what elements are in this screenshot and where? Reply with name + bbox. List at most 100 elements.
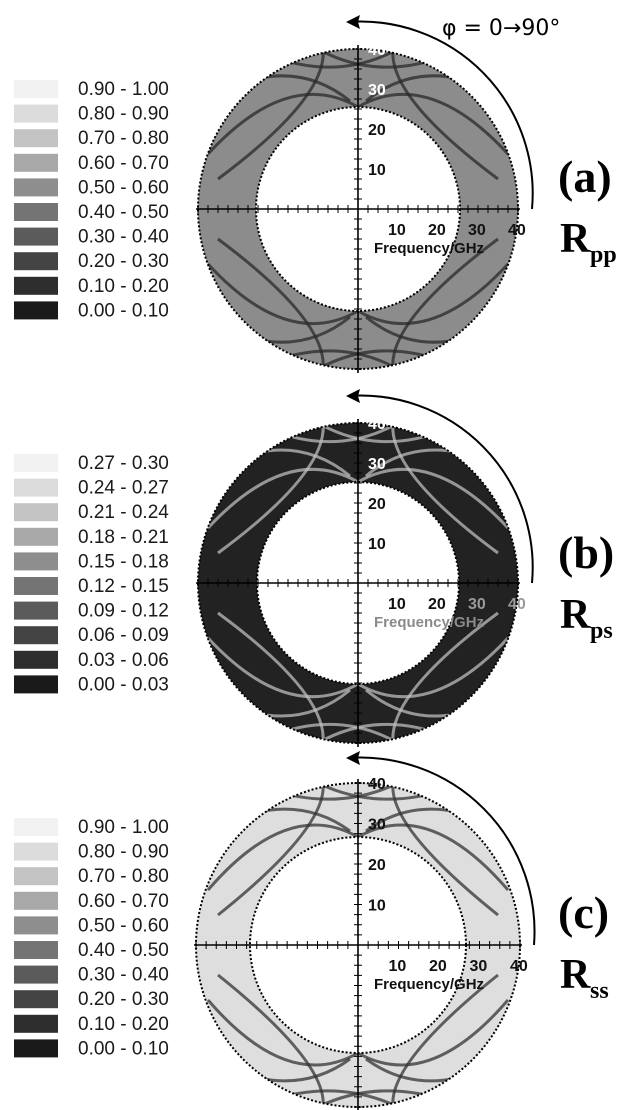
legend-label: 0.03 - 0.06 [78, 650, 169, 671]
legend-label: 0.70 - 0.80 [78, 866, 169, 887]
legend-label: 0.90 - 1.00 [78, 79, 169, 100]
y-tick-label: 30 [368, 817, 386, 834]
y-tick-label: 20 [368, 857, 386, 874]
legend-swatch [14, 227, 58, 246]
panel-r-symbol: R [560, 952, 591, 998]
mode-curve [217, 611, 325, 744]
angle-sweep-label: φ = 0→90° [442, 16, 560, 41]
angle-arrow-head [346, 751, 360, 765]
legend-label: 0.06 - 0.09 [78, 625, 169, 646]
legend-swatch [14, 527, 58, 546]
legend-label: 0.50 - 0.60 [78, 915, 169, 936]
y-tick-label: 20 [368, 122, 386, 139]
legend-swatch [14, 650, 58, 669]
mode-curve [217, 422, 325, 555]
mode-curve [391, 973, 499, 1107]
legend-swatch [14, 301, 58, 320]
angle-arrow [347, 394, 534, 584]
legend-swatch [14, 626, 58, 645]
legend-swatch [14, 601, 58, 620]
mode-curve [357, 467, 510, 530]
x-axis-title: Frequency/GHz [374, 976, 484, 993]
mode-curve [206, 93, 359, 156]
legend-label: 0.40 - 0.50 [78, 940, 169, 961]
mode-curve [357, 823, 510, 891]
legend-label: 0.60 - 0.70 [78, 891, 169, 912]
legend-swatch [14, 990, 58, 1009]
legend-label: 0.00 - 0.10 [78, 1038, 169, 1059]
y-tick-label: 20 [368, 496, 386, 513]
legend-swatch [14, 675, 58, 694]
panel-c: 0.90 - 1.00 0.80 - 0.90 0.70 - 0.80 0.60 - … [14, 751, 609, 1110]
panel-a: 0.90 - 1.00 0.80 - 0.90 0.70 - 0.80 0.60 - … [14, 15, 617, 373]
legend-swatch [14, 941, 58, 959]
mode-curve [217, 783, 325, 917]
angle-arrow [347, 756, 536, 946]
x-tick-label: 10 [388, 596, 406, 613]
angle-arrow-head [346, 389, 360, 403]
y-tick-label: 10 [368, 898, 386, 915]
mode-curve [391, 422, 499, 555]
legend-swatch [14, 818, 58, 836]
legend-swatch [14, 1039, 58, 1058]
x-tick-label: 20 [428, 596, 446, 613]
legend-swatch [14, 842, 58, 861]
mode-curve [391, 611, 499, 744]
panel-r-subscript: ps [590, 618, 613, 644]
legend-swatch [14, 80, 58, 98]
mode-curve [357, 999, 510, 1067]
legend-label: 0.50 - 0.60 [78, 177, 169, 198]
mode-curve [206, 636, 359, 699]
legend-swatch [14, 478, 58, 497]
legend-swatch [14, 203, 58, 221]
legend-label: 0.40 - 0.50 [78, 202, 169, 223]
panel-label: (c) [558, 887, 609, 938]
mode-curve [206, 823, 359, 891]
x-tick-label: 30 [468, 596, 486, 613]
panel-r-symbol: R [560, 592, 591, 638]
mode-curve [391, 783, 499, 917]
legend-label: 0.90 - 1.00 [78, 817, 169, 838]
legend-swatch [14, 104, 58, 123]
y-tick-label: 10 [368, 162, 386, 179]
mode-curve [217, 48, 325, 181]
x-tick-label: 40 [510, 958, 528, 975]
legend-label: 0.09 - 0.12 [78, 601, 169, 622]
legend-swatch [14, 153, 58, 172]
x-tick-label: 30 [470, 958, 488, 975]
legend-label: 0.24 - 0.27 [78, 478, 169, 499]
legend-swatch [14, 276, 58, 295]
x-tick-label: 40 [508, 596, 526, 613]
legend-swatch [14, 1014, 58, 1033]
mode-curve [391, 237, 499, 370]
panel-r-subscript: pp [590, 242, 617, 268]
mode-curve [357, 636, 510, 699]
legend-swatch [14, 965, 58, 984]
panel-r-subscript: ss [590, 978, 609, 1004]
y-tick-label: 10 [368, 536, 386, 553]
x-tick-label: 40 [508, 222, 526, 239]
legend-swatch [14, 552, 58, 571]
panels-group: 0.90 - 1.00 0.80 - 0.90 0.70 - 0.80 0.60 - … [14, 15, 617, 1110]
legend-swatch [14, 454, 58, 472]
legend-label: 0.27 - 0.30 [78, 453, 169, 474]
legend-label: 0.00 - 0.10 [78, 300, 169, 321]
x-axis-title: Frequency/GHz [374, 240, 484, 257]
legend-label: 0.30 - 0.40 [78, 227, 169, 248]
panel-b: 0.27 - 0.30 0.24 - 0.27 0.21 - 0.24 0.18 - … [14, 389, 614, 747]
y-tick-label: 30 [368, 82, 386, 99]
legend-swatch [14, 891, 58, 910]
y-tick-label: 40 [368, 42, 386, 59]
legend-label: 0.20 - 0.30 [78, 251, 169, 272]
legend-label: 0.30 - 0.40 [78, 965, 169, 986]
y-tick-label: 40 [368, 776, 386, 793]
angle-arrow [347, 20, 534, 210]
legend-swatch [14, 503, 58, 522]
legend-label: 0.70 - 0.80 [78, 128, 169, 149]
panel-r-symbol: R [560, 216, 591, 262]
y-tick-label: 40 [368, 416, 386, 433]
legend-label: 0.10 - 0.20 [78, 276, 169, 297]
legend-swatch [14, 867, 58, 886]
panel-label: (a) [558, 151, 612, 202]
